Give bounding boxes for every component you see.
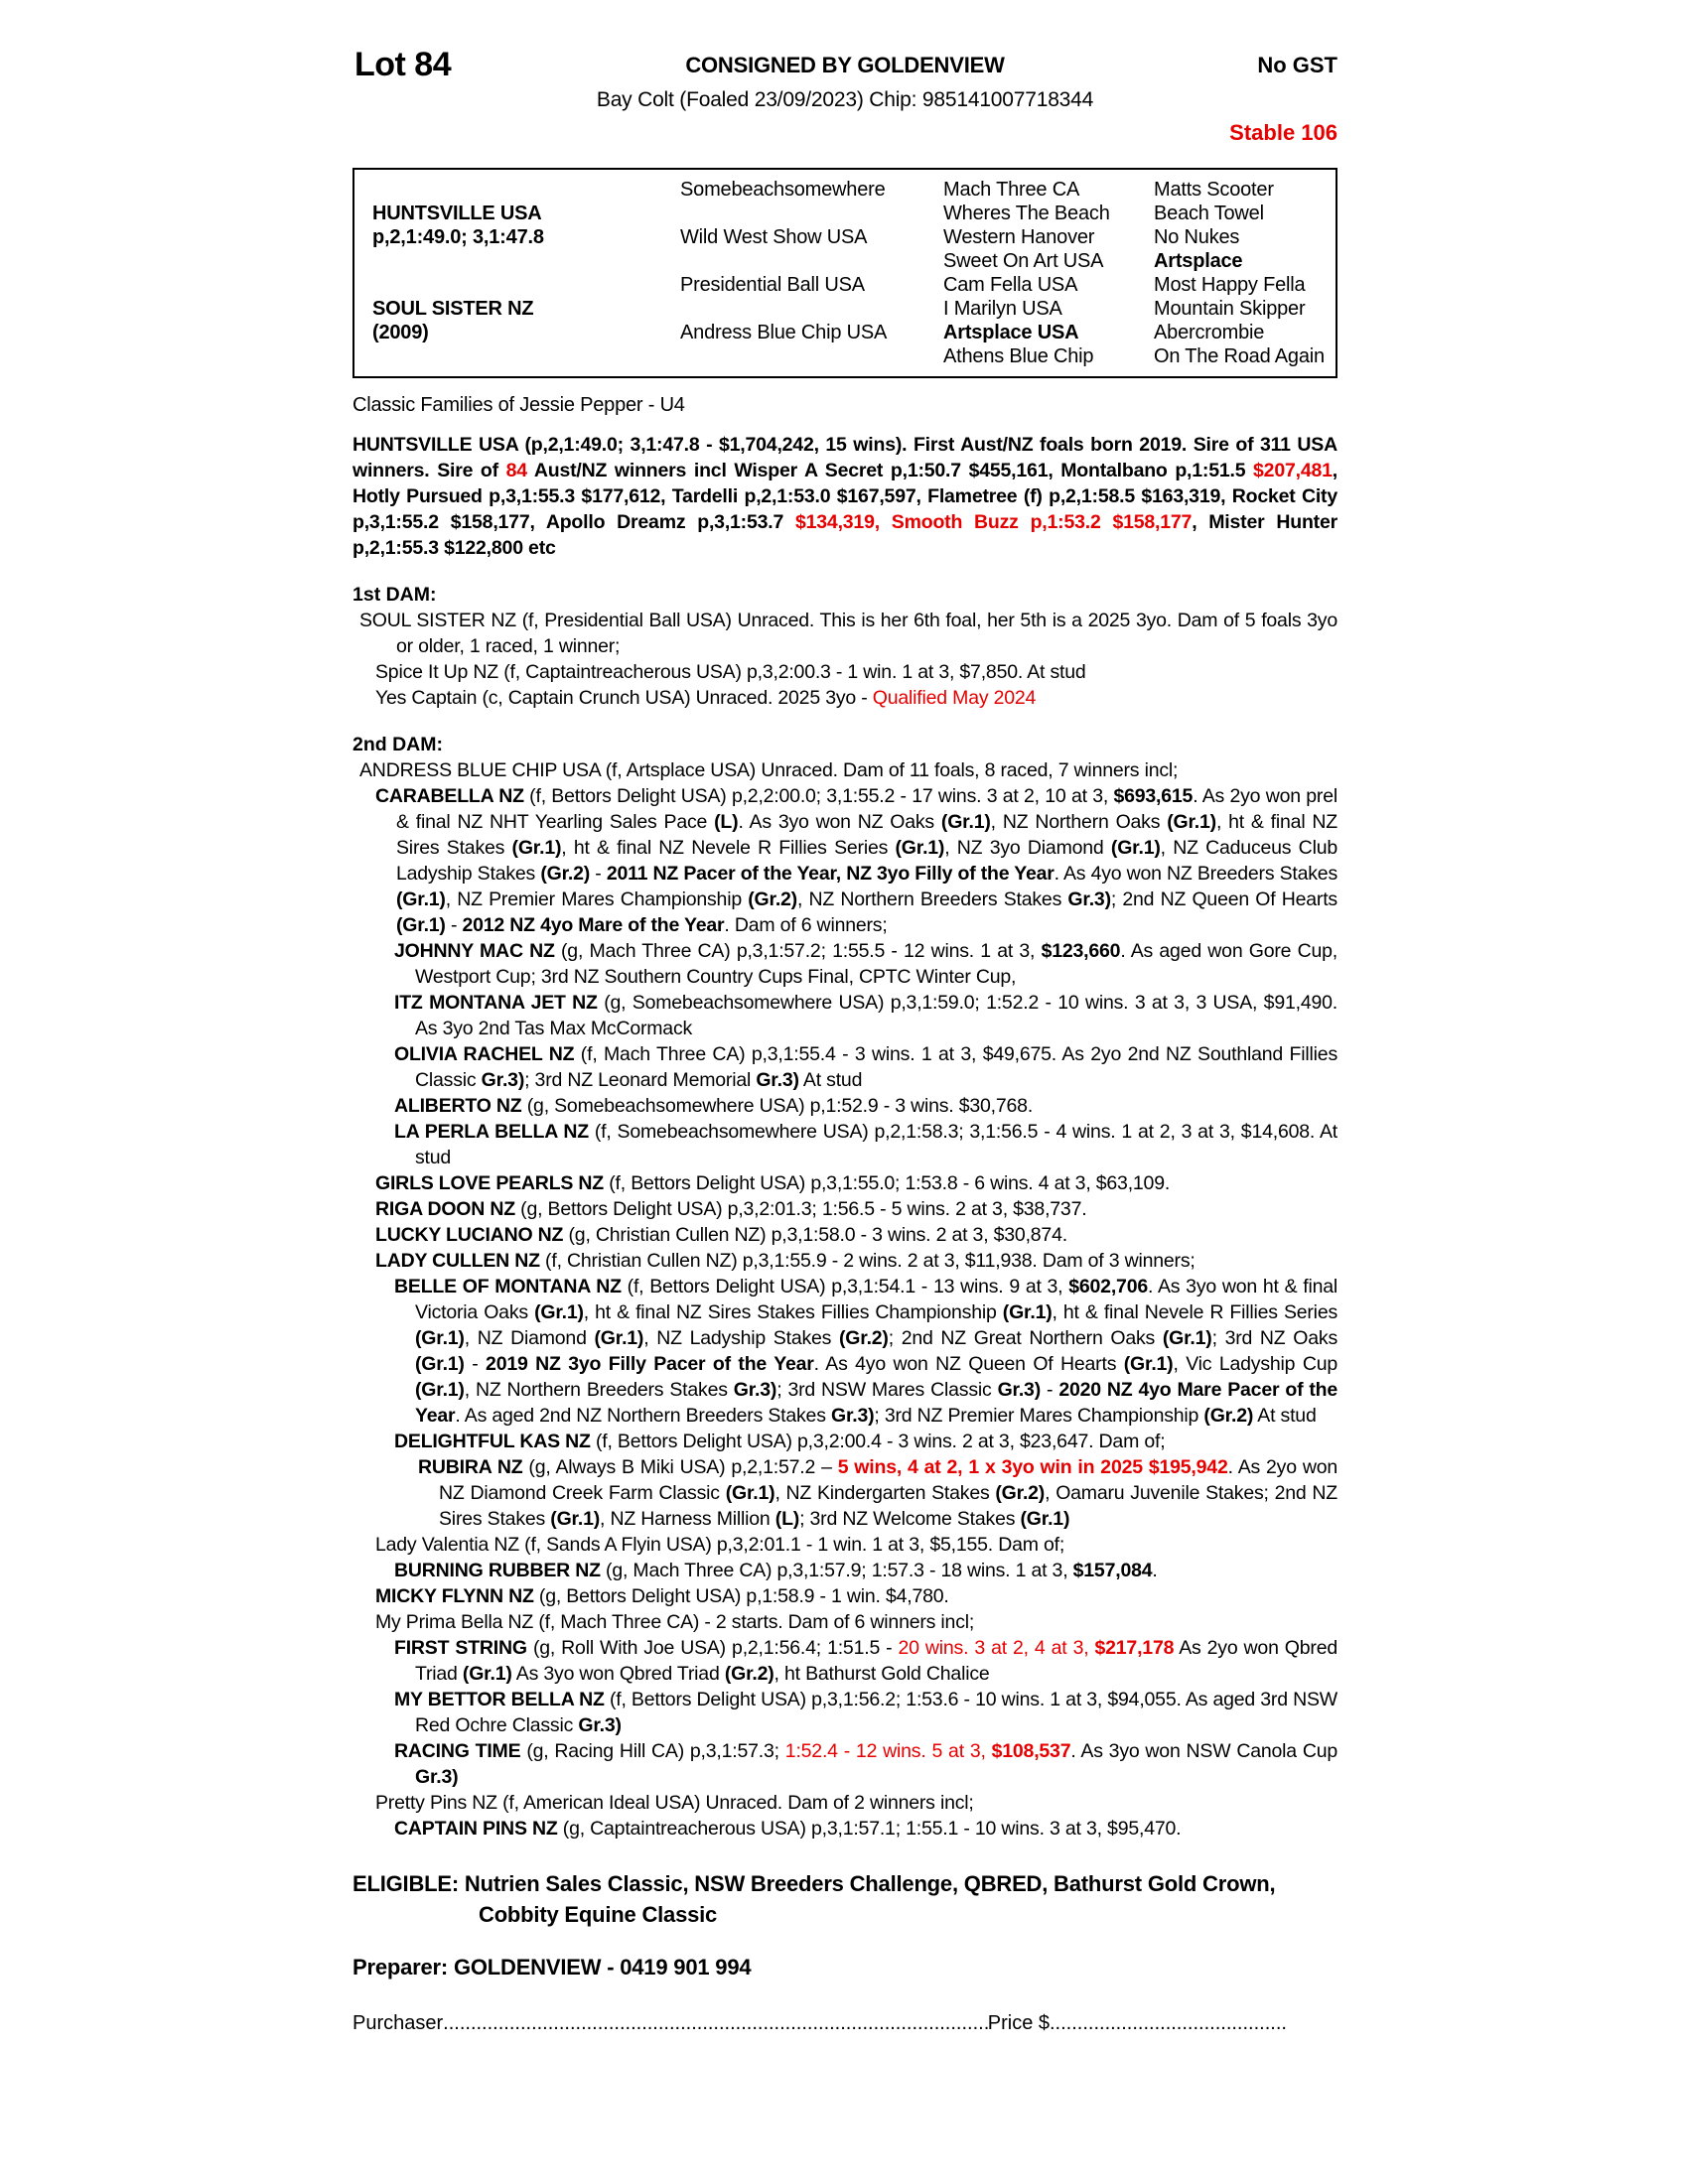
entry-carabella: CARABELLA NZ (f, Bettors Delight USA) p,… [375, 785, 1338, 936]
page-content: Lot 84 CONSIGNED BY GOLDENVIEW No GST Ba… [352, 46, 1337, 2035]
gen4-entry: On The Road Again [1154, 345, 1325, 367]
entry-pretty-pins: Pretty Pins NZ (f, American Ideal USA) U… [375, 1792, 974, 1814]
entry-belle-of-montana: BELLE OF MONTANA NZ (f, Bettors Delight … [394, 1276, 1338, 1427]
entry-girls-love-pearls: GIRLS LOVE PEARLS NZ (f, Bettors Delight… [375, 1172, 1171, 1194]
preparer-line: Preparer: GOLDENVIEW - 0419 901 994 [352, 1955, 752, 1979]
family-line: Classic Families of Jessie Pepper - U4 [352, 394, 685, 416]
entry-yes-captain: Yes Captain (c, Captain Crunch USA) Unra… [375, 687, 1037, 709]
entry-micky-flynn: MICKY FLYNN NZ (g, Bettors Delight USA) … [375, 1585, 949, 1607]
gen4-entry: Matts Scooter [1154, 179, 1274, 201]
gen3-entry: Athens Blue Chip [943, 345, 1094, 367]
sire-cell: HUNTSVILLE USA p,2,1:49.0; 3,1:47.8 [372, 178, 680, 273]
price-dots: ........................................… [1050, 2012, 1286, 2034]
horse-description: Bay Colt (Foaled 23/09/2023) Chip: 98514… [596, 88, 1094, 111]
entry-andress-blue-chip: ANDRESS BLUE CHIP USA (f, Artsplace USA)… [359, 759, 1179, 781]
gen3-entry: Wheres The Beach [943, 203, 1110, 224]
entry-aliberto: ALIBERTO NZ (g, Somebeachsomewhere USA) … [394, 1095, 1034, 1117]
entry-delightful-kas: DELIGHTFUL KAS NZ (f, Bettors Delight US… [394, 1431, 1166, 1452]
sire-summary: HUNTSVILLE USA (p,2,1:49.0; 3,1:47.8 - $… [352, 434, 1337, 559]
entry-racing-time: RACING TIME (g, Racing Hill CA) p,3,1:57… [394, 1740, 1338, 1788]
entry-soul-sister: SOUL SISTER NZ (f, Presidential Ball USA… [359, 610, 1337, 657]
purchaser-label: Purchaser [352, 2012, 444, 2034]
entry-johnny-mac: JOHNNY MAC NZ (g, Mach Three CA) p,3,1:5… [394, 940, 1337, 988]
header-row: Lot 84 CONSIGNED BY GOLDENVIEW No GST [352, 46, 1337, 85]
gen3-entry: Cam Fella USA [943, 274, 1078, 296]
gen4-entry: No Nukes [1154, 226, 1240, 248]
pedigree-table: HUNTSVILLE USA p,2,1:49.0; 3,1:47.8 SOUL… [352, 168, 1337, 378]
gen3-entry: Artsplace USA [943, 322, 1079, 343]
entry-first-string: FIRST STRING (g, Roll With Joe USA) p,2,… [394, 1637, 1337, 1685]
purchaser-line: Purchaser...............................… [352, 2012, 1286, 2035]
gen4-entry: Beach Towel [1154, 203, 1264, 224]
entry-spice-it-up: Spice It Up NZ (f, Captaintreacherous US… [375, 661, 1086, 683]
gen2-sire-of-dam: Presidential Ball USA [680, 274, 865, 296]
gen4-entry: Abercrombie [1154, 322, 1265, 343]
dam2-heading: 2nd DAM: [352, 734, 443, 755]
lot-number: Lot 84 [354, 46, 452, 83]
entry-my-bettor-bella: MY BETTOR BELLA NZ (f, Bettors Delight U… [394, 1689, 1337, 1736]
sire-record: p,2,1:49.0; 3,1:47.8 [372, 226, 544, 248]
entry-la-perla-bella: LA PERLA BELLA NZ (f, Somebeachsomewhere… [394, 1121, 1337, 1168]
entry-my-prima-bella: My Prima Bella NZ (f, Mach Three CA) - 2… [375, 1611, 975, 1633]
entry-burning-rubber: BURNING RUBBER NZ (g, Mach Three CA) p,3… [394, 1560, 1158, 1581]
gen2-dam-of-dam: Andress Blue Chip USA [680, 322, 888, 343]
gen2-sire-of-sire: Somebeachsomewhere [680, 179, 886, 201]
eligibility-statement: ELIGIBLE: Nutrien Sales Classic, NSW Bre… [352, 1871, 1276, 1927]
gen4-entry: Mountain Skipper [1154, 298, 1306, 320]
entry-olivia-rachel: OLIVIA RACHEL NZ (f, Mach Three CA) p,3,… [394, 1043, 1337, 1091]
dam-name: SOUL SISTER NZ [372, 298, 534, 320]
gen3-entry: Mach Three CA [943, 179, 1080, 201]
consignor-title: CONSIGNED BY GOLDENVIEW [685, 53, 1005, 77]
gen4-entry: Artsplace [1154, 250, 1243, 272]
entry-riga-doon: RIGA DOON NZ (g, Bettors Delight USA) p,… [375, 1198, 1087, 1220]
sire-name: HUNTSVILLE USA [372, 203, 542, 224]
dam-cell: SOUL SISTER NZ (2009) [372, 273, 680, 368]
entry-lady-cullen: LADY CULLEN NZ (f, Christian Cullen NZ) … [375, 1250, 1196, 1272]
dam1-heading: 1st DAM: [352, 584, 437, 606]
gen3-entry: Sweet On Art USA [943, 250, 1104, 272]
gen3-entry: I Marilyn USA [943, 298, 1062, 320]
entry-captain-pins: CAPTAIN PINS NZ (g, Captaintreacherous U… [394, 1818, 1182, 1840]
entry-lucky-luciano: LUCKY LUCIANO NZ (g, Christian Cullen NZ… [375, 1224, 1067, 1246]
purchaser-dots: ........................................… [443, 2012, 988, 2034]
gen4-entry: Most Happy Fella [1154, 274, 1306, 296]
gst-status: No GST [1257, 53, 1337, 77]
dam-year: (2009) [372, 322, 429, 343]
gen2-dam-of-sire: Wild West Show USA [680, 226, 868, 248]
entry-lady-valentia: Lady Valentia NZ (f, Sands A Flyin USA) … [375, 1534, 1065, 1556]
price-label: Price $ [987, 2012, 1050, 2034]
stable-number: Stable 106 [1229, 120, 1337, 145]
entry-itz-montana-jet: ITZ MONTANA JET NZ (g, Somebeachsomewher… [394, 992, 1337, 1039]
gen3-entry: Western Hanover [943, 226, 1095, 248]
entry-rubira: RUBIRA NZ (g, Always B Miki USA) p,2,1:5… [418, 1456, 1337, 1530]
